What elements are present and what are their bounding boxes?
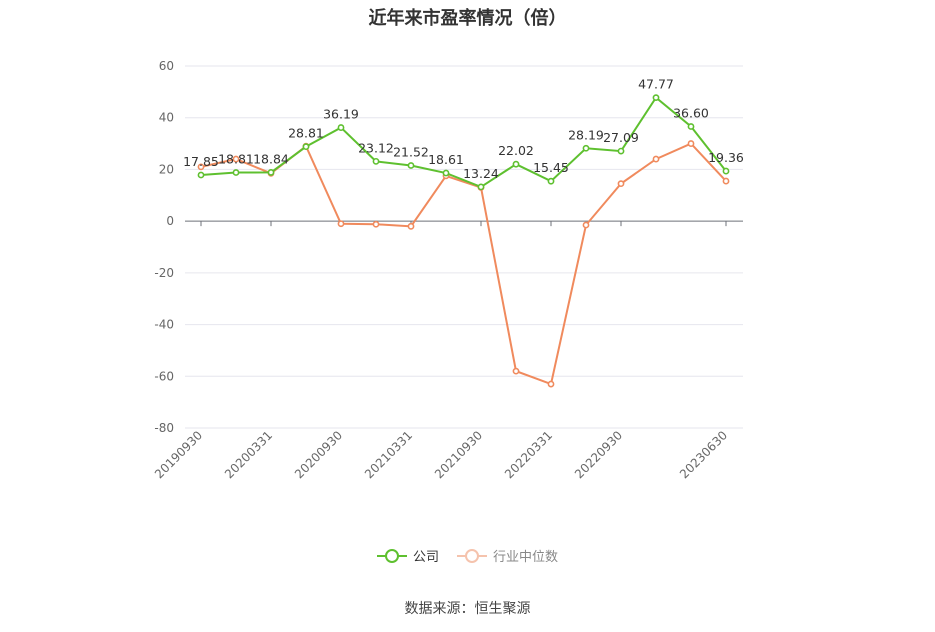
data-label-company: 19.36	[708, 150, 744, 165]
series-layer	[197, 94, 730, 388]
y-tick-label: 60	[159, 59, 174, 73]
data-point-company	[687, 123, 695, 130]
data-point-industry-median	[232, 155, 240, 163]
y-tick-label: 20	[159, 162, 174, 176]
data-point-industry-median	[547, 380, 555, 388]
data-point-company	[652, 94, 660, 102]
legend-item-industry-median[interactable]: 行业中位数	[457, 546, 558, 565]
data-label-company: 36.19	[323, 107, 359, 122]
x-tick-label: 20200930	[292, 428, 345, 481]
data-label-company: 23.12	[358, 140, 394, 155]
data-point-industry-median	[197, 163, 205, 171]
data-point-company	[617, 147, 625, 155]
data-point-company	[197, 171, 205, 179]
data-label-company: 22.02	[498, 143, 534, 158]
legend-label-company: 公司	[412, 550, 439, 565]
y-tick-label: 40	[159, 111, 174, 125]
data-point-industry-median	[407, 222, 415, 230]
legend-swatch-company	[376, 548, 407, 564]
data-point-company	[407, 162, 415, 169]
data-label-company: 17.85	[183, 154, 219, 169]
y-tick-label: -40	[154, 318, 174, 332]
data-label-company: 28.19	[568, 127, 604, 142]
x-tick-label: 20220331	[502, 428, 555, 481]
data-point-company	[442, 169, 450, 177]
data-label-company: 27.09	[603, 130, 639, 145]
data-point-industry-median	[687, 140, 695, 147]
legend-swatch-industry-median	[457, 548, 487, 564]
data-point-company	[582, 144, 590, 152]
data-label-company: 28.81	[288, 126, 324, 141]
grid-layer	[185, 65, 743, 429]
data-source: 数据来源：恒生聚源	[404, 601, 531, 617]
y-tick-label: -60	[154, 369, 174, 383]
data-point-company	[232, 169, 240, 176]
label-layer: 17.85 18.81 18.84 28.81 36.19 23.12 21.5218.61…	[183, 77, 744, 181]
data-point-industry-median	[722, 177, 730, 185]
data-point-industry-median	[372, 220, 380, 228]
data-point-company	[512, 160, 520, 168]
x-tick-label: 20230630	[677, 428, 730, 481]
legend-item-company[interactable]: 公司	[376, 546, 439, 565]
data-point-company	[267, 169, 275, 176]
data-label-company: 18.61	[428, 152, 464, 167]
chart-title: 近年来市盈率情况（倍）	[368, 8, 567, 29]
data-point-company	[372, 157, 380, 165]
data-label-company: 15.45	[533, 160, 569, 175]
x-tick-label: 20190930	[152, 428, 205, 481]
data-point-company	[302, 143, 310, 151]
legend-label-industry-median: 行业中位数	[493, 550, 559, 565]
y-tick-label: -80	[154, 421, 174, 435]
data-point-company	[337, 124, 345, 131]
data-point-industry-median	[582, 221, 590, 229]
legend: 公司 行业中位数	[0, 546, 935, 565]
data-label-company: 47.77	[638, 77, 674, 92]
data-label-company: 13.24	[463, 166, 499, 181]
x-tick-label: 20220930	[572, 428, 625, 481]
data-label-company: 18.84	[253, 151, 289, 166]
data-point-industry-median	[337, 220, 345, 228]
data-point-industry-median	[652, 155, 660, 163]
x-tick-label: 20200331	[222, 428, 275, 481]
y-tick-label: -20	[154, 266, 174, 280]
data-point-company	[547, 177, 555, 185]
x-tick-label: 20210331	[362, 428, 415, 481]
data-point-company	[722, 167, 730, 175]
data-point-industry-median	[512, 367, 520, 375]
series-line-company	[200, 96, 727, 189]
data-point-company	[477, 183, 485, 191]
x-tick-label: 20210930	[432, 428, 485, 481]
data-label-company: 18.81	[218, 152, 254, 167]
data-label-company: 36.60	[673, 106, 709, 121]
y-tick-label: 0	[166, 214, 174, 228]
data-point-industry-median	[617, 180, 625, 188]
data-label-company: 21.52	[393, 144, 429, 159]
